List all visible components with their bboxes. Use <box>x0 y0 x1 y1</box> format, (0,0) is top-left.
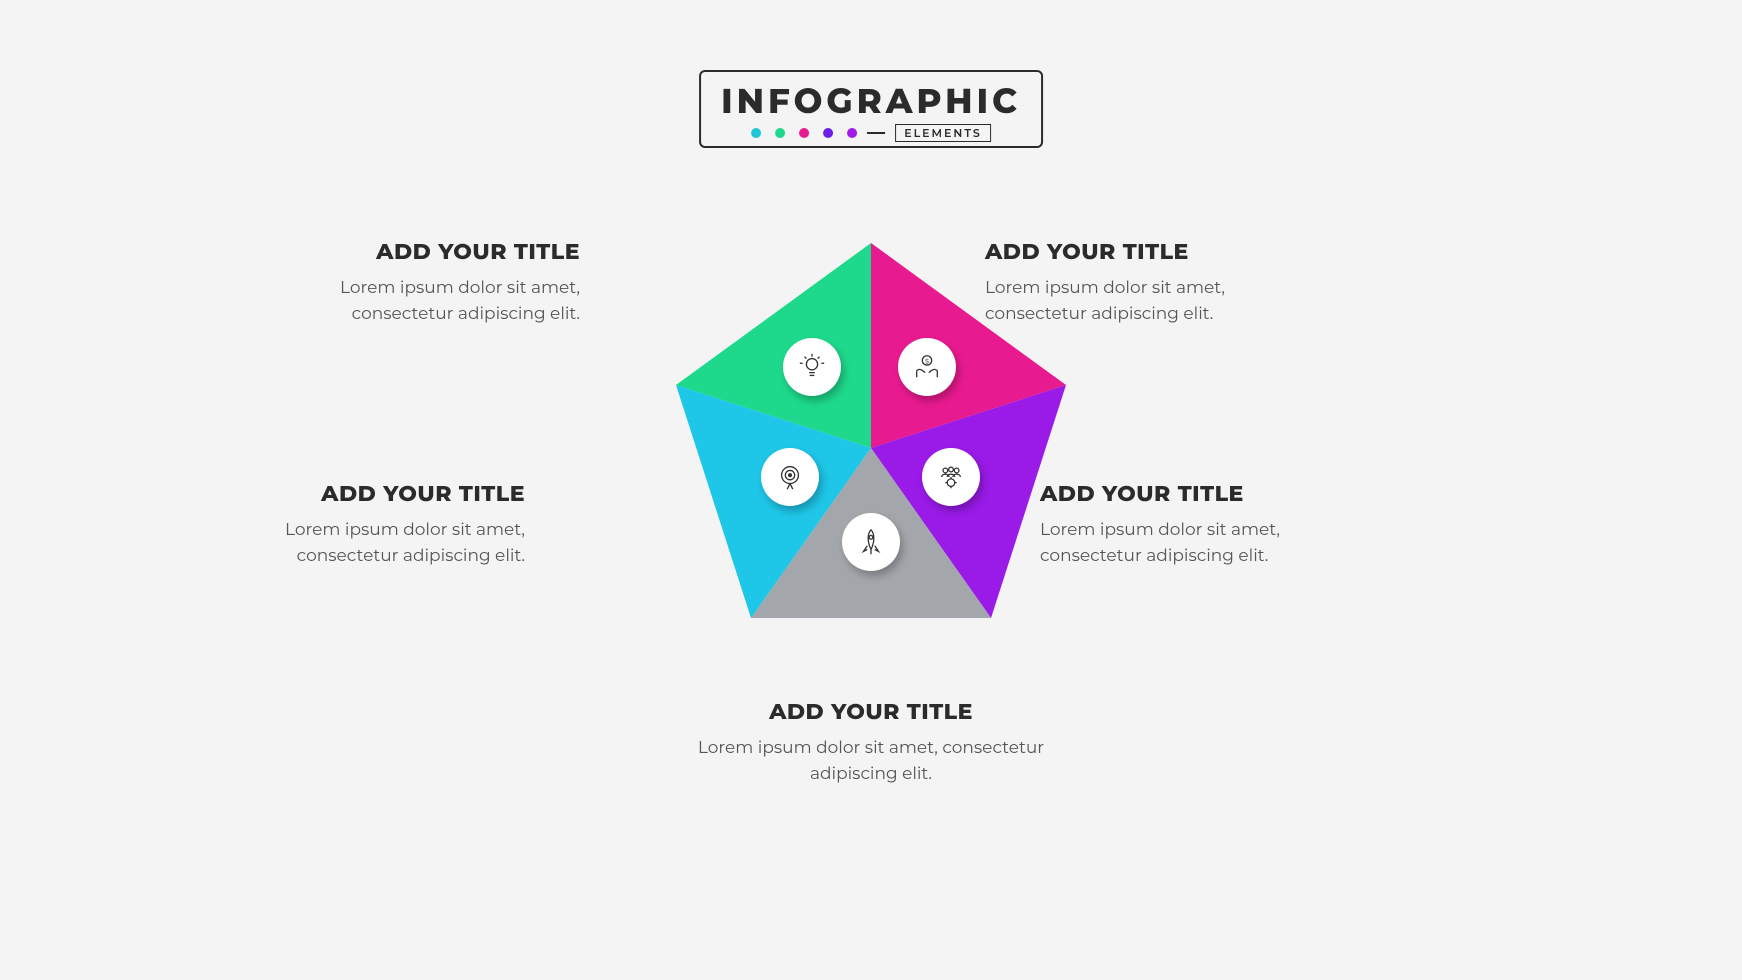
rocket-icon <box>842 513 900 571</box>
block-body: Lorem ipsum dolor sit amet, consectetur … <box>215 517 525 570</box>
header-subtitle: ELEMENTS <box>895 124 991 142</box>
infographic-canvas: INFOGRAPHIC ELEMENTS <box>0 0 1742 980</box>
block-body: Lorem ipsum dolor sit amet, consectetur … <box>1040 517 1350 570</box>
dot-1 <box>751 128 761 138</box>
header-title: INFOGRAPHIC <box>721 80 1021 122</box>
svg-text:$: $ <box>925 357 929 365</box>
block-body: Lorem ipsum dolor sit amet, consectetur … <box>270 275 580 328</box>
dot-5 <box>847 128 857 138</box>
dot-3 <box>799 128 809 138</box>
dot-4 <box>823 128 833 138</box>
block-body: Lorem ipsum dolor sit amet, consectetur … <box>985 275 1295 328</box>
dot-2 <box>775 128 785 138</box>
block-title: ADD YOUR TITLE <box>691 698 1051 725</box>
header: INFOGRAPHIC ELEMENTS <box>699 70 1043 148</box>
block-top-right: ADD YOUR TITLE Lorem ipsum dolor sit ame… <box>985 238 1295 328</box>
block-top-left: ADD YOUR TITLE Lorem ipsum dolor sit ame… <box>270 238 580 328</box>
lightbulb-icon <box>783 338 841 396</box>
block-title: ADD YOUR TITLE <box>270 238 580 265</box>
block-title: ADD YOUR TITLE <box>215 480 525 507</box>
block-body: Lorem ipsum dolor sit amet, consectetur … <box>691 735 1051 788</box>
header-bottom-row: ELEMENTS <box>751 124 991 142</box>
block-title: ADD YOUR TITLE <box>985 238 1295 265</box>
team-gear-icon <box>922 448 980 506</box>
header-line <box>867 132 885 134</box>
block-title: ADD YOUR TITLE <box>1040 480 1350 507</box>
money-hands-icon: $ <box>898 338 956 396</box>
block-bottom: ADD YOUR TITLE Lorem ipsum dolor sit ame… <box>691 698 1051 788</box>
block-mid-left: ADD YOUR TITLE Lorem ipsum dolor sit ame… <box>215 480 525 570</box>
header-dots <box>751 128 857 138</box>
header-box: INFOGRAPHIC ELEMENTS <box>699 70 1043 148</box>
block-mid-right: ADD YOUR TITLE Lorem ipsum dolor sit ame… <box>1040 480 1350 570</box>
target-icon <box>761 448 819 506</box>
